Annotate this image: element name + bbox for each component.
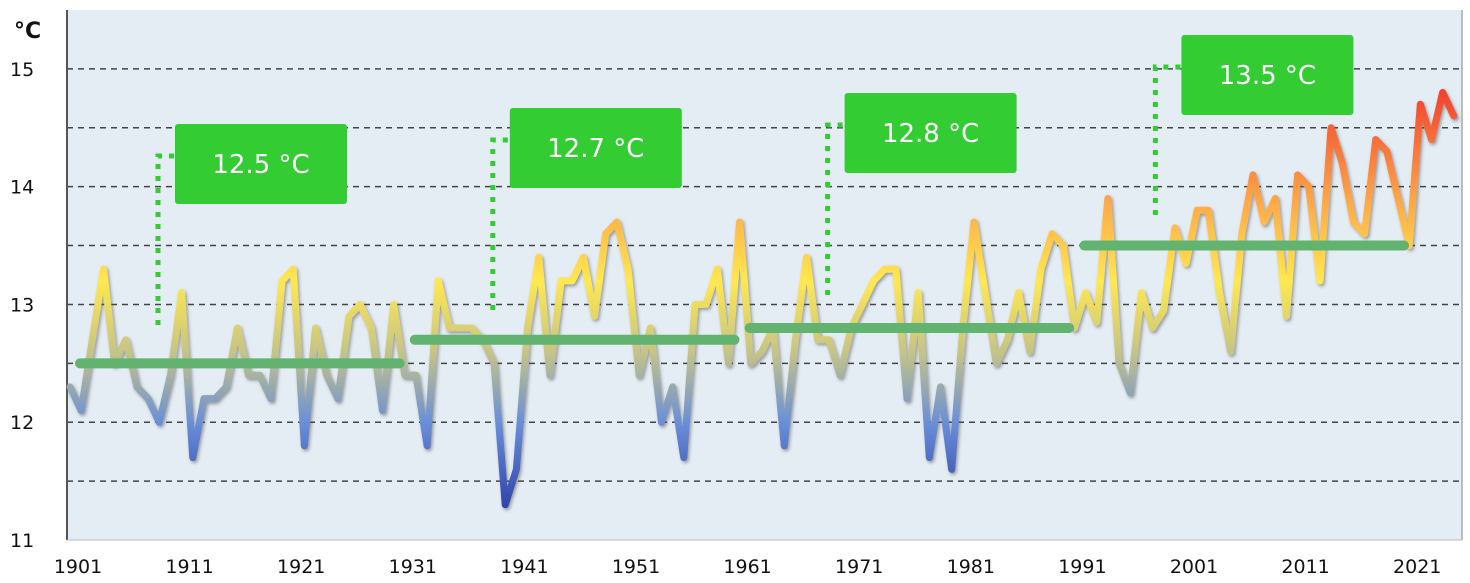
temperature-line	[66, 88, 1458, 509]
average-label-box	[1181, 35, 1354, 115]
x-tick-label: 1981	[947, 556, 995, 578]
annotation-connector	[490, 137, 510, 310]
x-tick-label: 2001	[1170, 556, 1218, 578]
x-tick-label: 1911	[165, 556, 213, 578]
y-tick-label: 14	[10, 177, 34, 199]
x-tick-label: 2021	[1393, 556, 1441, 578]
x-tick-label: 1921	[277, 556, 325, 578]
y-axis-unit-label: °C	[14, 19, 41, 44]
y-tick-label: 13	[10, 294, 34, 316]
x-tick-label: 1961	[723, 556, 771, 578]
y-tick-label: 11	[10, 530, 34, 552]
average-label: 13.5 °C	[1219, 61, 1316, 91]
x-tick-label: 1991	[1058, 556, 1106, 578]
annotation-connector	[1152, 64, 1182, 215]
average-label: 12.7 °C	[547, 134, 644, 164]
x-tick-label: 1901	[54, 556, 102, 578]
annotation-connector	[155, 153, 175, 325]
temperature-series	[66, 88, 1458, 509]
average-label-box	[509, 108, 682, 188]
y-tick-label: 15	[10, 59, 34, 81]
x-tick-labels: 1901 1911 1921 1931 1941 1951 1961 1971 1981 1991…	[54, 556, 1442, 578]
average-label-box	[844, 93, 1017, 173]
x-tick-label: 1931	[389, 556, 437, 578]
y-tick-label: 12	[10, 412, 34, 434]
x-tick-label: 1941	[500, 556, 548, 578]
x-tick-label: 1951	[612, 556, 660, 578]
x-tick-label: 1971	[835, 556, 883, 578]
x-tick-label: 2011	[1281, 556, 1329, 578]
average-annotations: 12.5 °C 12.7 °C 12.8 °C 13.5 °C	[155, 35, 1354, 325]
y-tick-labels: 11 12 13 14 15	[10, 59, 34, 552]
axes	[66, 10, 1463, 541]
average-label: 12.8 °C	[882, 119, 979, 149]
average-label: 12.5 °C	[212, 150, 309, 180]
annotation-connector	[825, 122, 845, 295]
period-averages	[75, 240, 1410, 369]
average-label-box	[175, 124, 347, 204]
